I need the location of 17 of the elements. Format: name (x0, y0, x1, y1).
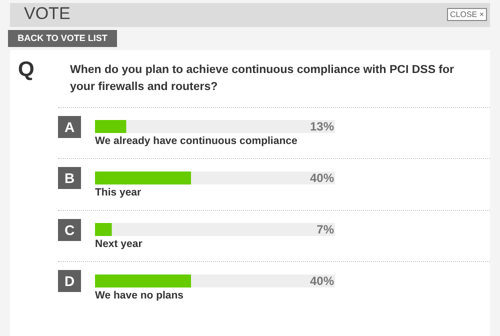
data-label: 7% (316, 222, 334, 236)
text: A (58, 116, 81, 138)
text: CLOSE × (447, 8, 488, 21)
text: Q (18, 58, 34, 82)
data-label: 40% (310, 274, 334, 288)
text: B (58, 167, 81, 190)
y-tick-label: This year (95, 186, 142, 198)
text: BACK TO VOTE LIST (8, 30, 117, 47)
text: VOTE (24, 4, 70, 24)
data-label: 13% (310, 120, 334, 134)
y-tick-label: We have no plans (95, 290, 184, 302)
data-label: 40% (310, 171, 334, 185)
text: D (58, 270, 81, 292)
y-tick-label: We already have continuous compliance (95, 135, 298, 147)
y-tick-label: Next year (95, 238, 142, 250)
chart-title: When do you plan to achieve continuous compliance with PCI DSS for your firewalls and routers? (70, 63, 456, 95)
text: C (58, 218, 81, 241)
